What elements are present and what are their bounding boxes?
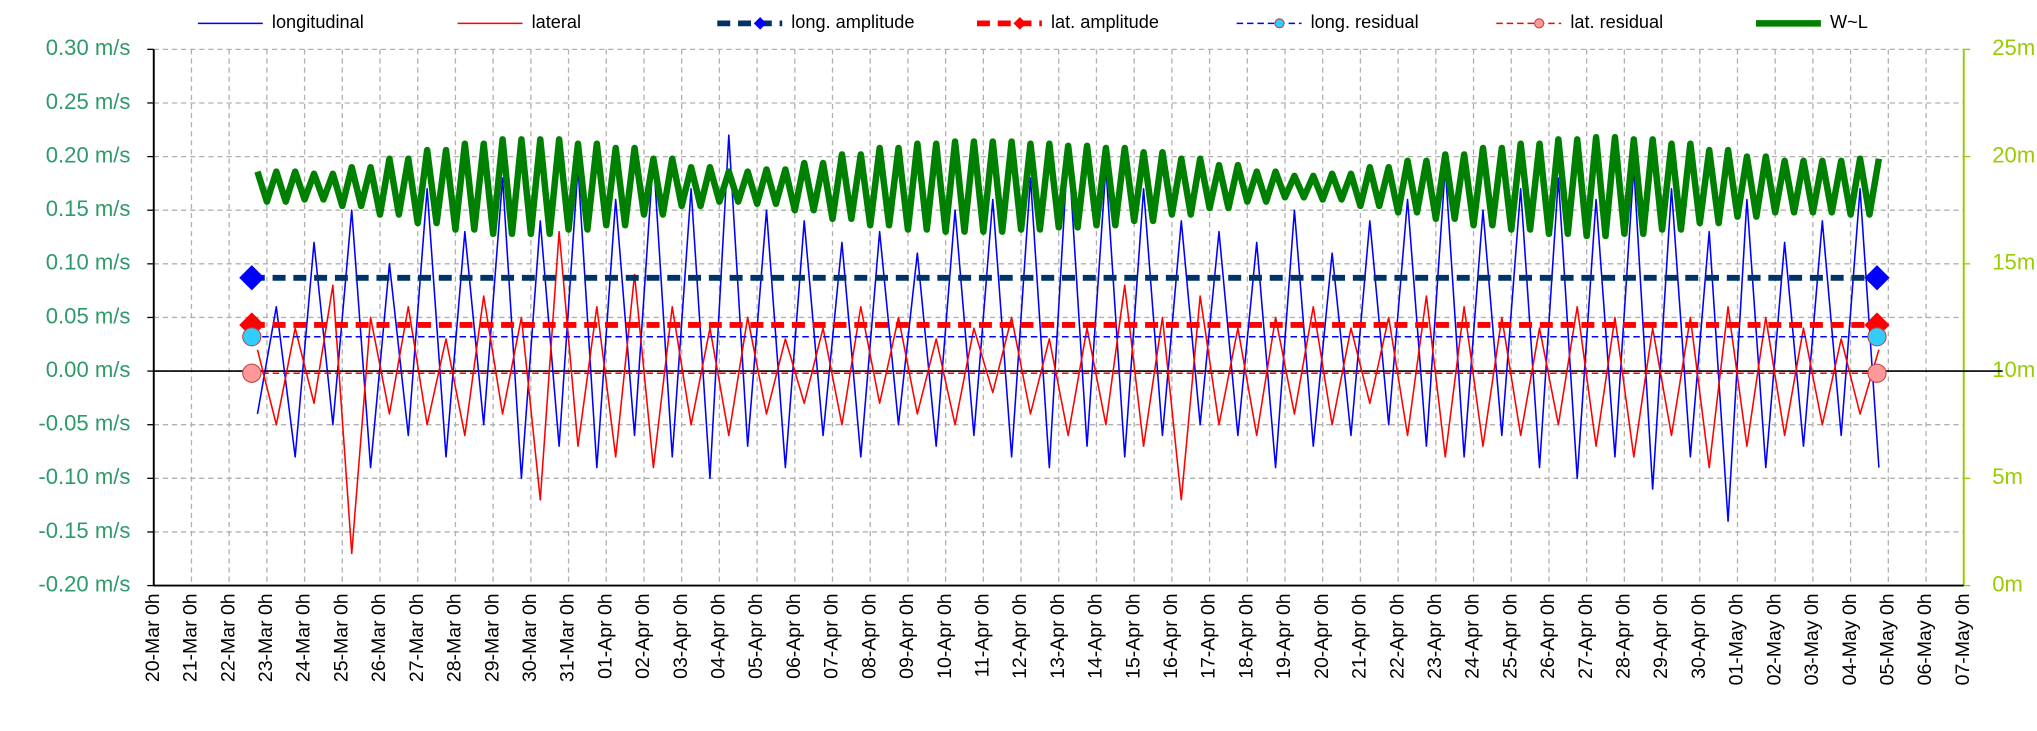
y-tick-label: -0.10 m/s [38,464,130,489]
x-tick-label: 27-Apr 0h [1575,593,1597,679]
y-tick-label: 0.10 m/s [46,250,131,275]
x-tick-label: 28-Mar 0h [444,593,466,682]
x-tick-label: 07-May 0h [1952,593,1974,685]
x-tick-label: 02-Apr 0h [632,593,654,679]
x-tick-label: 19-Apr 0h [1273,593,1295,679]
y2-tick-label: 25m [1992,35,2035,60]
legend-marker [1013,17,1027,30]
y-tick-label: -0.05 m/s [38,411,130,436]
x-tick-label: 01-Apr 0h [594,593,616,679]
x-tick-label: 17-Apr 0h [1198,593,1220,679]
x-tick-label: 24-Mar 0h [293,593,315,682]
x-tick-label: 21-Mar 0h [180,593,202,682]
x-tick-label: 11-Apr 0h [971,593,993,677]
x-tick-label: 29-Apr 0h [1650,593,1672,679]
legend-marker [1534,18,1545,29]
legend: longitudinal lateral long. amplitude lat. a… [197,12,1868,32]
x-tick-label: 14-Apr 0h [1085,593,1107,679]
x-tick-label: 20-Apr 0h [1311,593,1333,679]
x-tick-label: 06-Apr 0h [783,593,805,679]
x-tick-label: 26-Mar 0h [368,593,390,682]
x-tick-label: 16-Apr 0h [1160,593,1182,679]
x-tick-label: 30-Apr 0h [1688,593,1710,679]
x-tick-label: 12-Apr 0h [1009,593,1031,679]
legend-marker [1274,18,1285,29]
x-tick-label: 25-Mar 0h [330,593,352,682]
y2-tick-label: 20m [1992,142,2035,167]
x-tick-label: 09-Apr 0h [896,593,918,679]
x-tick-label: 28-Apr 0h [1613,593,1635,679]
legend-label: lat. residual [1570,12,1663,32]
series-line [254,134,1883,240]
y-tick-label: 0.05 m/s [46,303,131,328]
x-tick-label: 20-Mar 0h [142,593,164,682]
y-tick-label: 0.15 m/s [46,196,131,221]
legend-label: long. amplitude [791,12,914,32]
legend-label: W~L [1830,12,1868,32]
x-tick-label: 05-May 0h [1876,593,1898,685]
x-tick-label: 08-Apr 0h [858,593,880,679]
x-tick-label: 25-Apr 0h [1499,593,1521,679]
series-marker [239,265,265,291]
x-tick-label: 01-May 0h [1726,593,1748,685]
legend-label: lat. amplitude [1051,12,1159,32]
series-marker [1867,363,1887,383]
legend-label: long. residual [1311,12,1419,32]
y2-tick-label: 5m [1992,464,2023,489]
x-tick-label: 23-Apr 0h [1424,593,1446,679]
x-tick-label: 24-Apr 0h [1462,593,1484,679]
x-tick-label: 07-Apr 0h [821,593,843,679]
y-tick-label: 0.30 m/s [46,35,131,60]
series-marker [242,363,262,383]
x-tick-label: 03-May 0h [1801,593,1823,685]
series-line [256,230,1880,555]
series-marker [1864,265,1890,291]
x-tick-label: 22-Mar 0h [217,593,239,682]
y-tick-label: 0.25 m/s [46,89,131,114]
x-tick-label: 04-May 0h [1839,593,1861,685]
x-tick-label: 29-Mar 0h [481,593,503,682]
x-tick-label: 31-Mar 0h [557,593,579,682]
legend-marker [753,17,767,30]
x-tick-label: 06-May 0h [1914,593,1936,685]
x-tick-label: 18-Apr 0h [1235,593,1257,679]
x-tick-label: 23-Mar 0h [255,593,277,682]
x-tick-label: 04-Apr 0h [708,593,730,679]
y-tick-label: 0.20 m/s [46,142,131,167]
x-tick-label: 13-Apr 0h [1047,593,1069,679]
x-tick-label: 15-Apr 0h [1122,593,1144,679]
y2-tick-label: 0m [1992,571,2023,596]
y2-tick-label: 15m [1992,250,2035,275]
x-tick-label: 21-Apr 0h [1349,593,1371,679]
x-tick-label: 26-Apr 0h [1537,593,1559,679]
legend-label: lateral [532,12,581,32]
series-marker [242,327,262,347]
series-marker [1867,327,1887,347]
x-tick-label: 10-Apr 0h [934,593,956,679]
x-tick-label: 30-Mar 0h [519,593,541,682]
series-line [256,134,1880,523]
y-tick-label: -0.15 m/s [38,518,130,543]
x-tick-label: 27-Mar 0h [406,593,428,682]
legend-label: longitudinal [272,12,364,32]
x-tick-label: 22-Apr 0h [1386,593,1408,679]
x-tick-label: 02-May 0h [1763,593,1785,685]
y-tick-label: -0.20 m/s [38,571,130,596]
x-tick-label: 05-Apr 0h [745,593,767,679]
y2-tick-label: 10m [1992,357,2035,382]
x-tick-label: 03-Apr 0h [670,593,692,679]
y-tick-label: 0.00 m/s [46,357,131,382]
